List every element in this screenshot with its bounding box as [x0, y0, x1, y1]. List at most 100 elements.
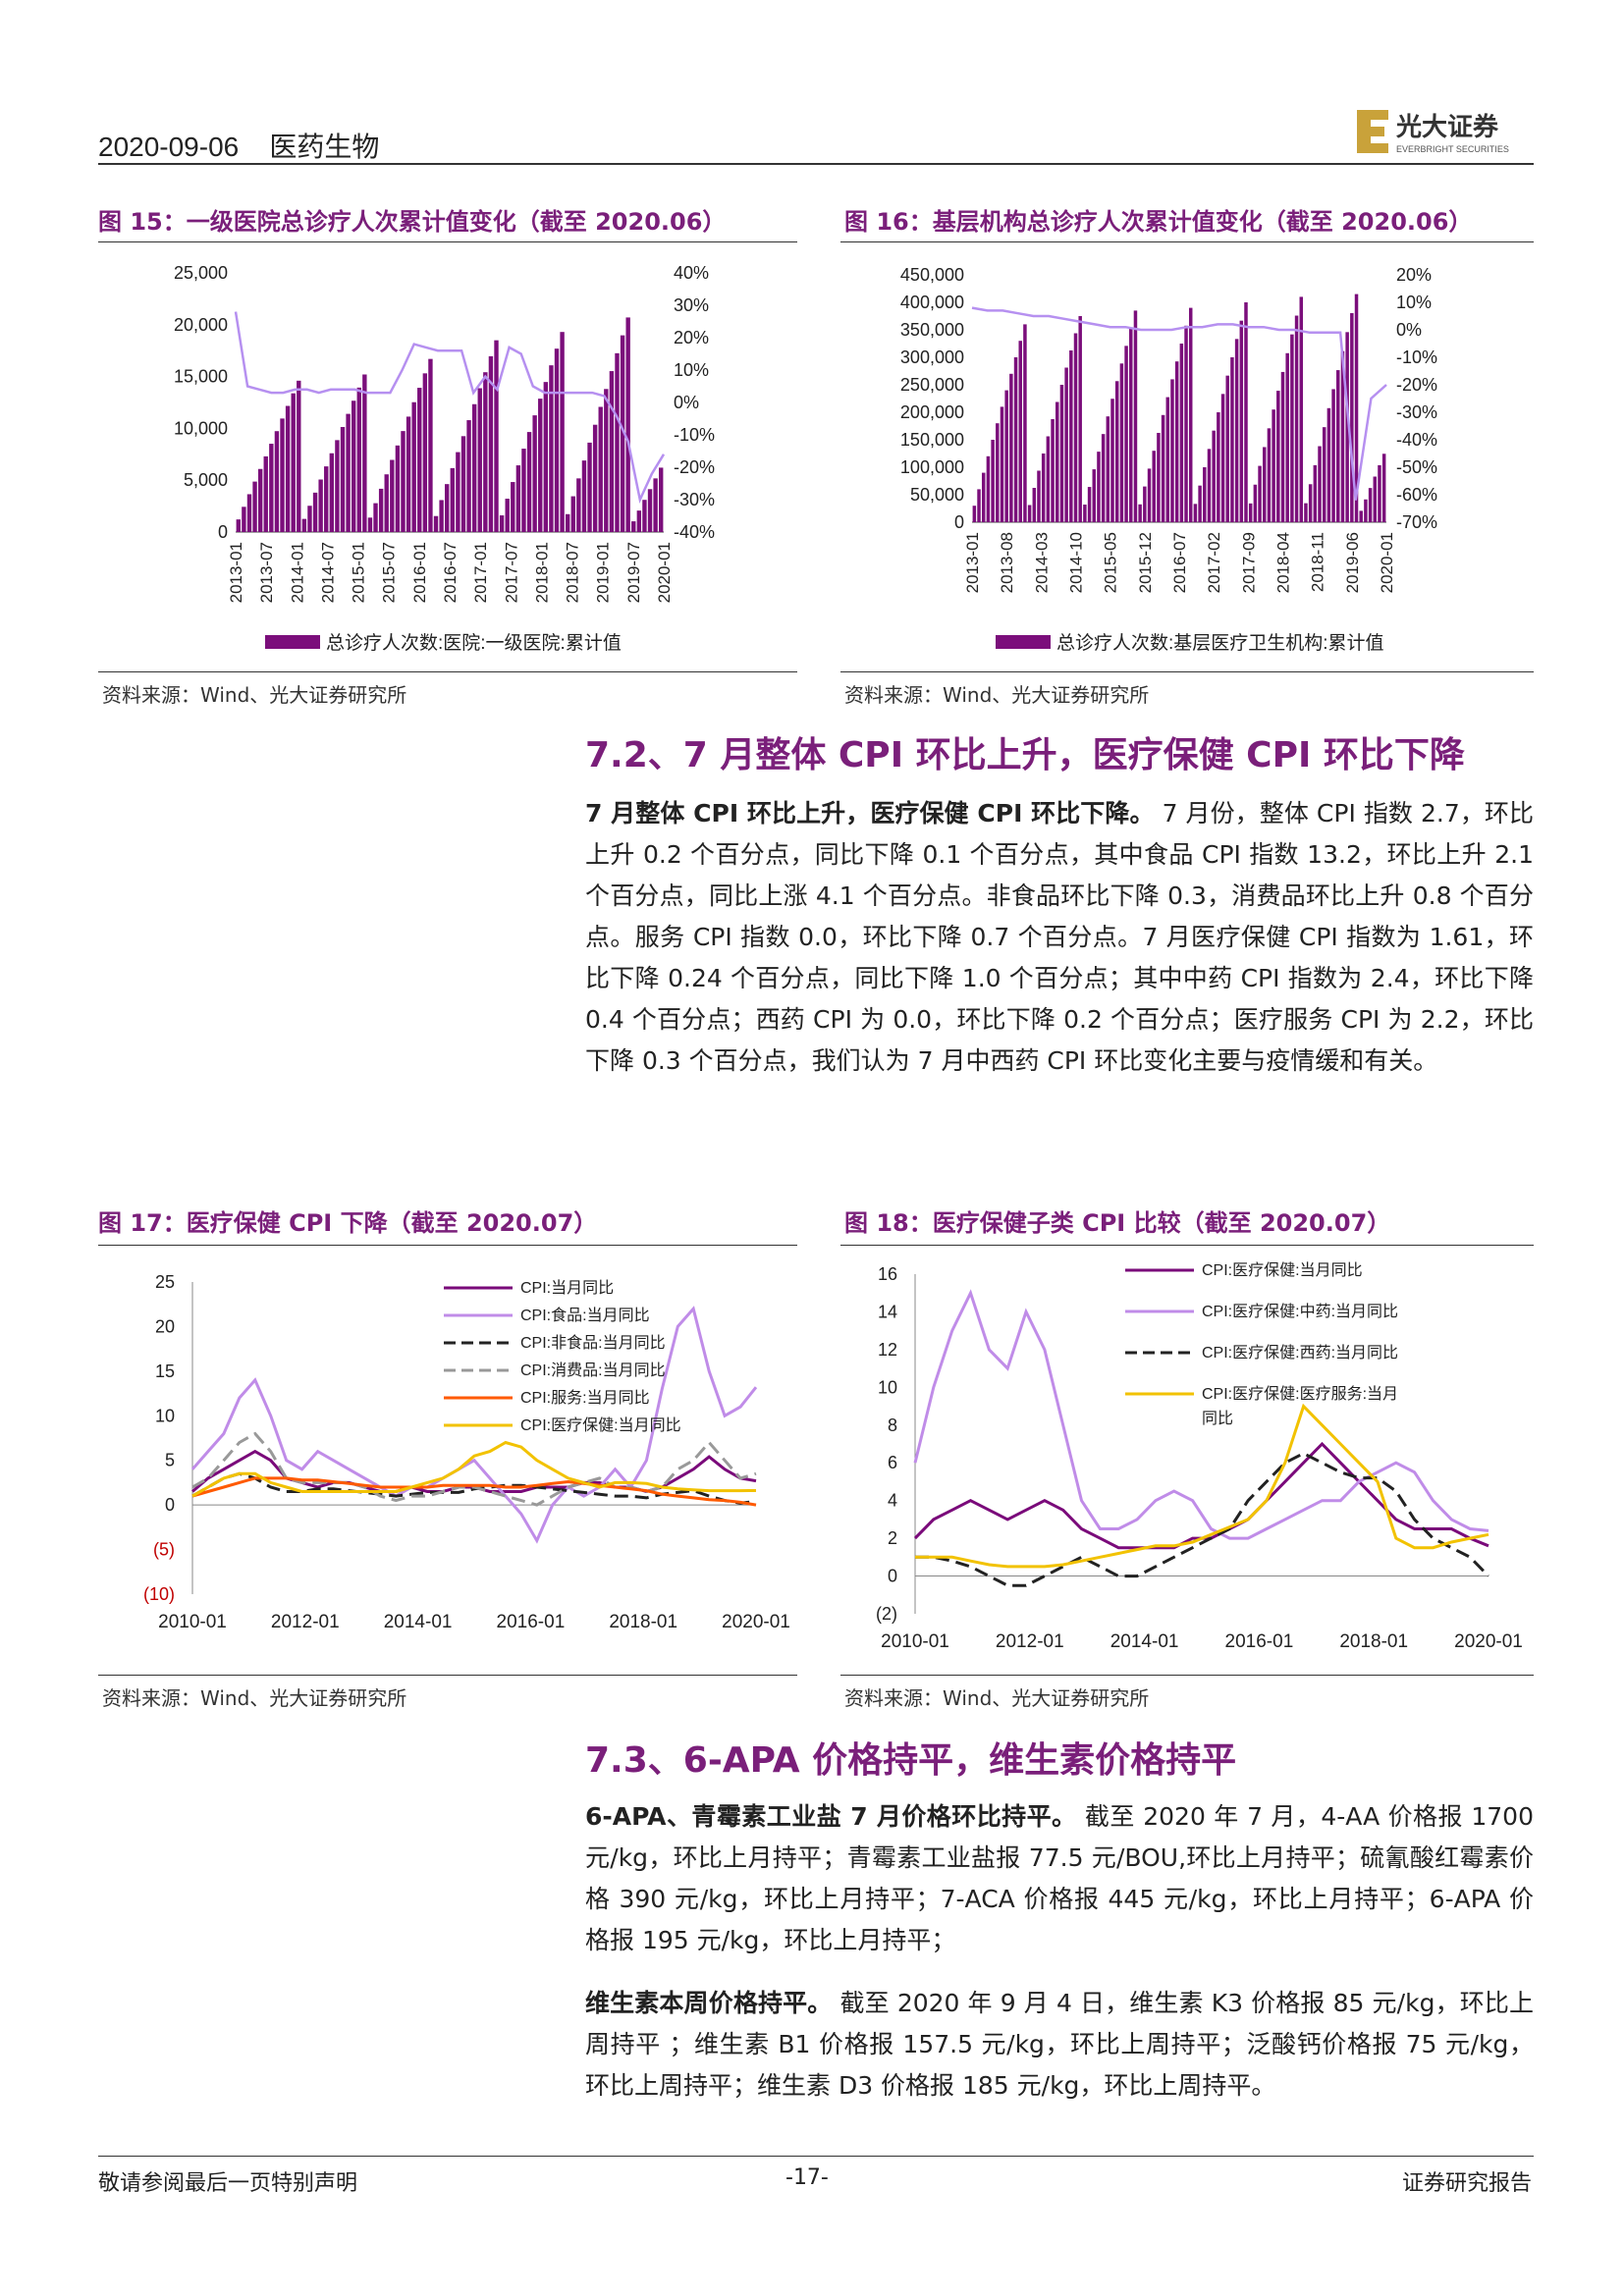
bar [1041, 454, 1046, 522]
bar [1083, 505, 1087, 522]
bar [373, 503, 378, 532]
bar [1354, 294, 1359, 522]
bar [1230, 357, 1234, 522]
yoy-line [234, 311, 666, 505]
fig16-title: 图 16：基层机构总诊疗人次累计值变化（截至 2020.06） [844, 208, 1473, 236]
bar [1056, 401, 1059, 522]
bar [1129, 328, 1133, 522]
bar [1280, 371, 1285, 522]
x-axis-tick: 2016-07 [1170, 532, 1189, 593]
bar [1207, 449, 1212, 522]
fig18-source: 资料来源：Wind、光大证券研究所 [844, 1686, 1150, 1710]
right-axis-tick: -40% [1396, 430, 1437, 450]
x-axis-tick: 2019-07 [624, 542, 643, 603]
bar [280, 418, 285, 532]
fig15-top-line [98, 241, 797, 242]
right-axis-tick: -20% [674, 457, 715, 477]
bar [1110, 399, 1114, 522]
bar [996, 423, 1000, 522]
left-axis-tick: 350,000 [900, 320, 964, 340]
footer-disclaimer: 敬请参阅最后一页特别声明 [98, 2171, 358, 2196]
bar [1244, 302, 1248, 522]
bar [515, 465, 521, 532]
y-axis-tick: 4 [888, 1491, 897, 1511]
bar [1013, 357, 1018, 522]
bar [422, 373, 428, 532]
series-line [913, 1289, 1489, 1540]
x-axis-tick: 2013-01 [963, 532, 982, 593]
legend-label: CPI:非食品:当月同比 [520, 1334, 666, 1352]
bar [450, 467, 455, 532]
bar [411, 401, 416, 532]
bar [324, 466, 329, 532]
legend-swatch [996, 635, 1051, 649]
left-axis-tick: 300,000 [900, 347, 964, 367]
bar [1193, 504, 1198, 522]
y-axis-tick: 12 [878, 1340, 897, 1360]
bar [1147, 468, 1152, 522]
bar [1101, 434, 1106, 522]
bar [1157, 433, 1161, 522]
fig17-source: 资料来源：Wind、光大证券研究所 [102, 1686, 407, 1710]
legend-label: CPI:当月同比 [520, 1279, 614, 1297]
bar [471, 403, 477, 532]
bar [1124, 346, 1128, 522]
right-axis-tick: 10% [674, 360, 709, 380]
bar [1364, 499, 1368, 522]
y-axis-tick: 0 [888, 1567, 897, 1586]
y-axis-tick: 20 [155, 1316, 175, 1336]
bar [1336, 370, 1340, 522]
bar [543, 382, 549, 532]
x-axis-tick: 2020-01 [655, 542, 674, 603]
bar [1234, 339, 1239, 522]
bar [1373, 476, 1378, 522]
x-axis-tick: 2014-03 [1032, 532, 1051, 593]
bar [986, 455, 991, 522]
bar [1263, 447, 1267, 522]
bar [445, 484, 450, 532]
left-axis-tick: 50,000 [910, 485, 964, 505]
bar [488, 355, 494, 532]
section-7-2-title: 7.2、7 月整体 CPI 环比上升，医疗保健 CPI 环比下降 [585, 735, 1465, 775]
bar [318, 479, 323, 532]
x-axis-tick: 2020-01 [1378, 532, 1396, 593]
bar [297, 380, 301, 532]
bar [1165, 397, 1170, 522]
fig16-bottom-line [840, 671, 1534, 672]
legend-label: 总诊疗人次数:基层医疗卫生机构:累计值 [1056, 632, 1384, 654]
bar [1119, 363, 1124, 522]
series-line [191, 1476, 757, 1507]
bar [356, 387, 361, 532]
x-axis-tick: 2015-05 [1102, 532, 1120, 593]
left-axis-tick: 250,000 [900, 375, 964, 395]
fig17-title: 图 17：医疗保健 CPI 下降（截至 2020.07） [98, 1209, 598, 1237]
bar [390, 459, 395, 532]
bar [1340, 350, 1345, 522]
bar [549, 365, 554, 532]
left-axis-tick: 5,000 [184, 470, 228, 490]
x-axis-tick: 2014-10 [1067, 532, 1086, 593]
bar [1290, 334, 1294, 522]
left-axis-tick: 150,000 [900, 430, 964, 450]
bar [1359, 510, 1363, 522]
fig16-source: 资料来源：Wind、光大证券研究所 [844, 683, 1150, 707]
bar [1276, 391, 1280, 522]
right-axis-tick: -40% [674, 522, 715, 542]
bar [1114, 381, 1119, 522]
section-7-2-body: 7 月份，整体 CPI 指数 2.7，环比上升 0.2 个百分点，同比下降 0.… [585, 799, 1535, 1075]
legend-label: 同比 [1202, 1410, 1233, 1427]
series-line [915, 1403, 1489, 1569]
bar [505, 499, 510, 532]
x-axis-tick: 2013-07 [257, 542, 276, 603]
x-axis-tick: 2016-01 [497, 1612, 566, 1632]
x-axis-tick: 2010-01 [158, 1612, 227, 1632]
x-axis-tick: 2014-01 [384, 1612, 453, 1632]
x-axis-tick: 2015-01 [350, 542, 368, 603]
bar [1032, 488, 1037, 522]
y-axis-tick: 16 [878, 1264, 897, 1284]
header-date-section: 2020-09-06 医药生物 [98, 132, 380, 162]
x-axis-tick: 2017-09 [1239, 532, 1258, 593]
y-axis-tick: (2) [876, 1604, 897, 1624]
bar [587, 442, 592, 532]
bar [340, 426, 346, 532]
